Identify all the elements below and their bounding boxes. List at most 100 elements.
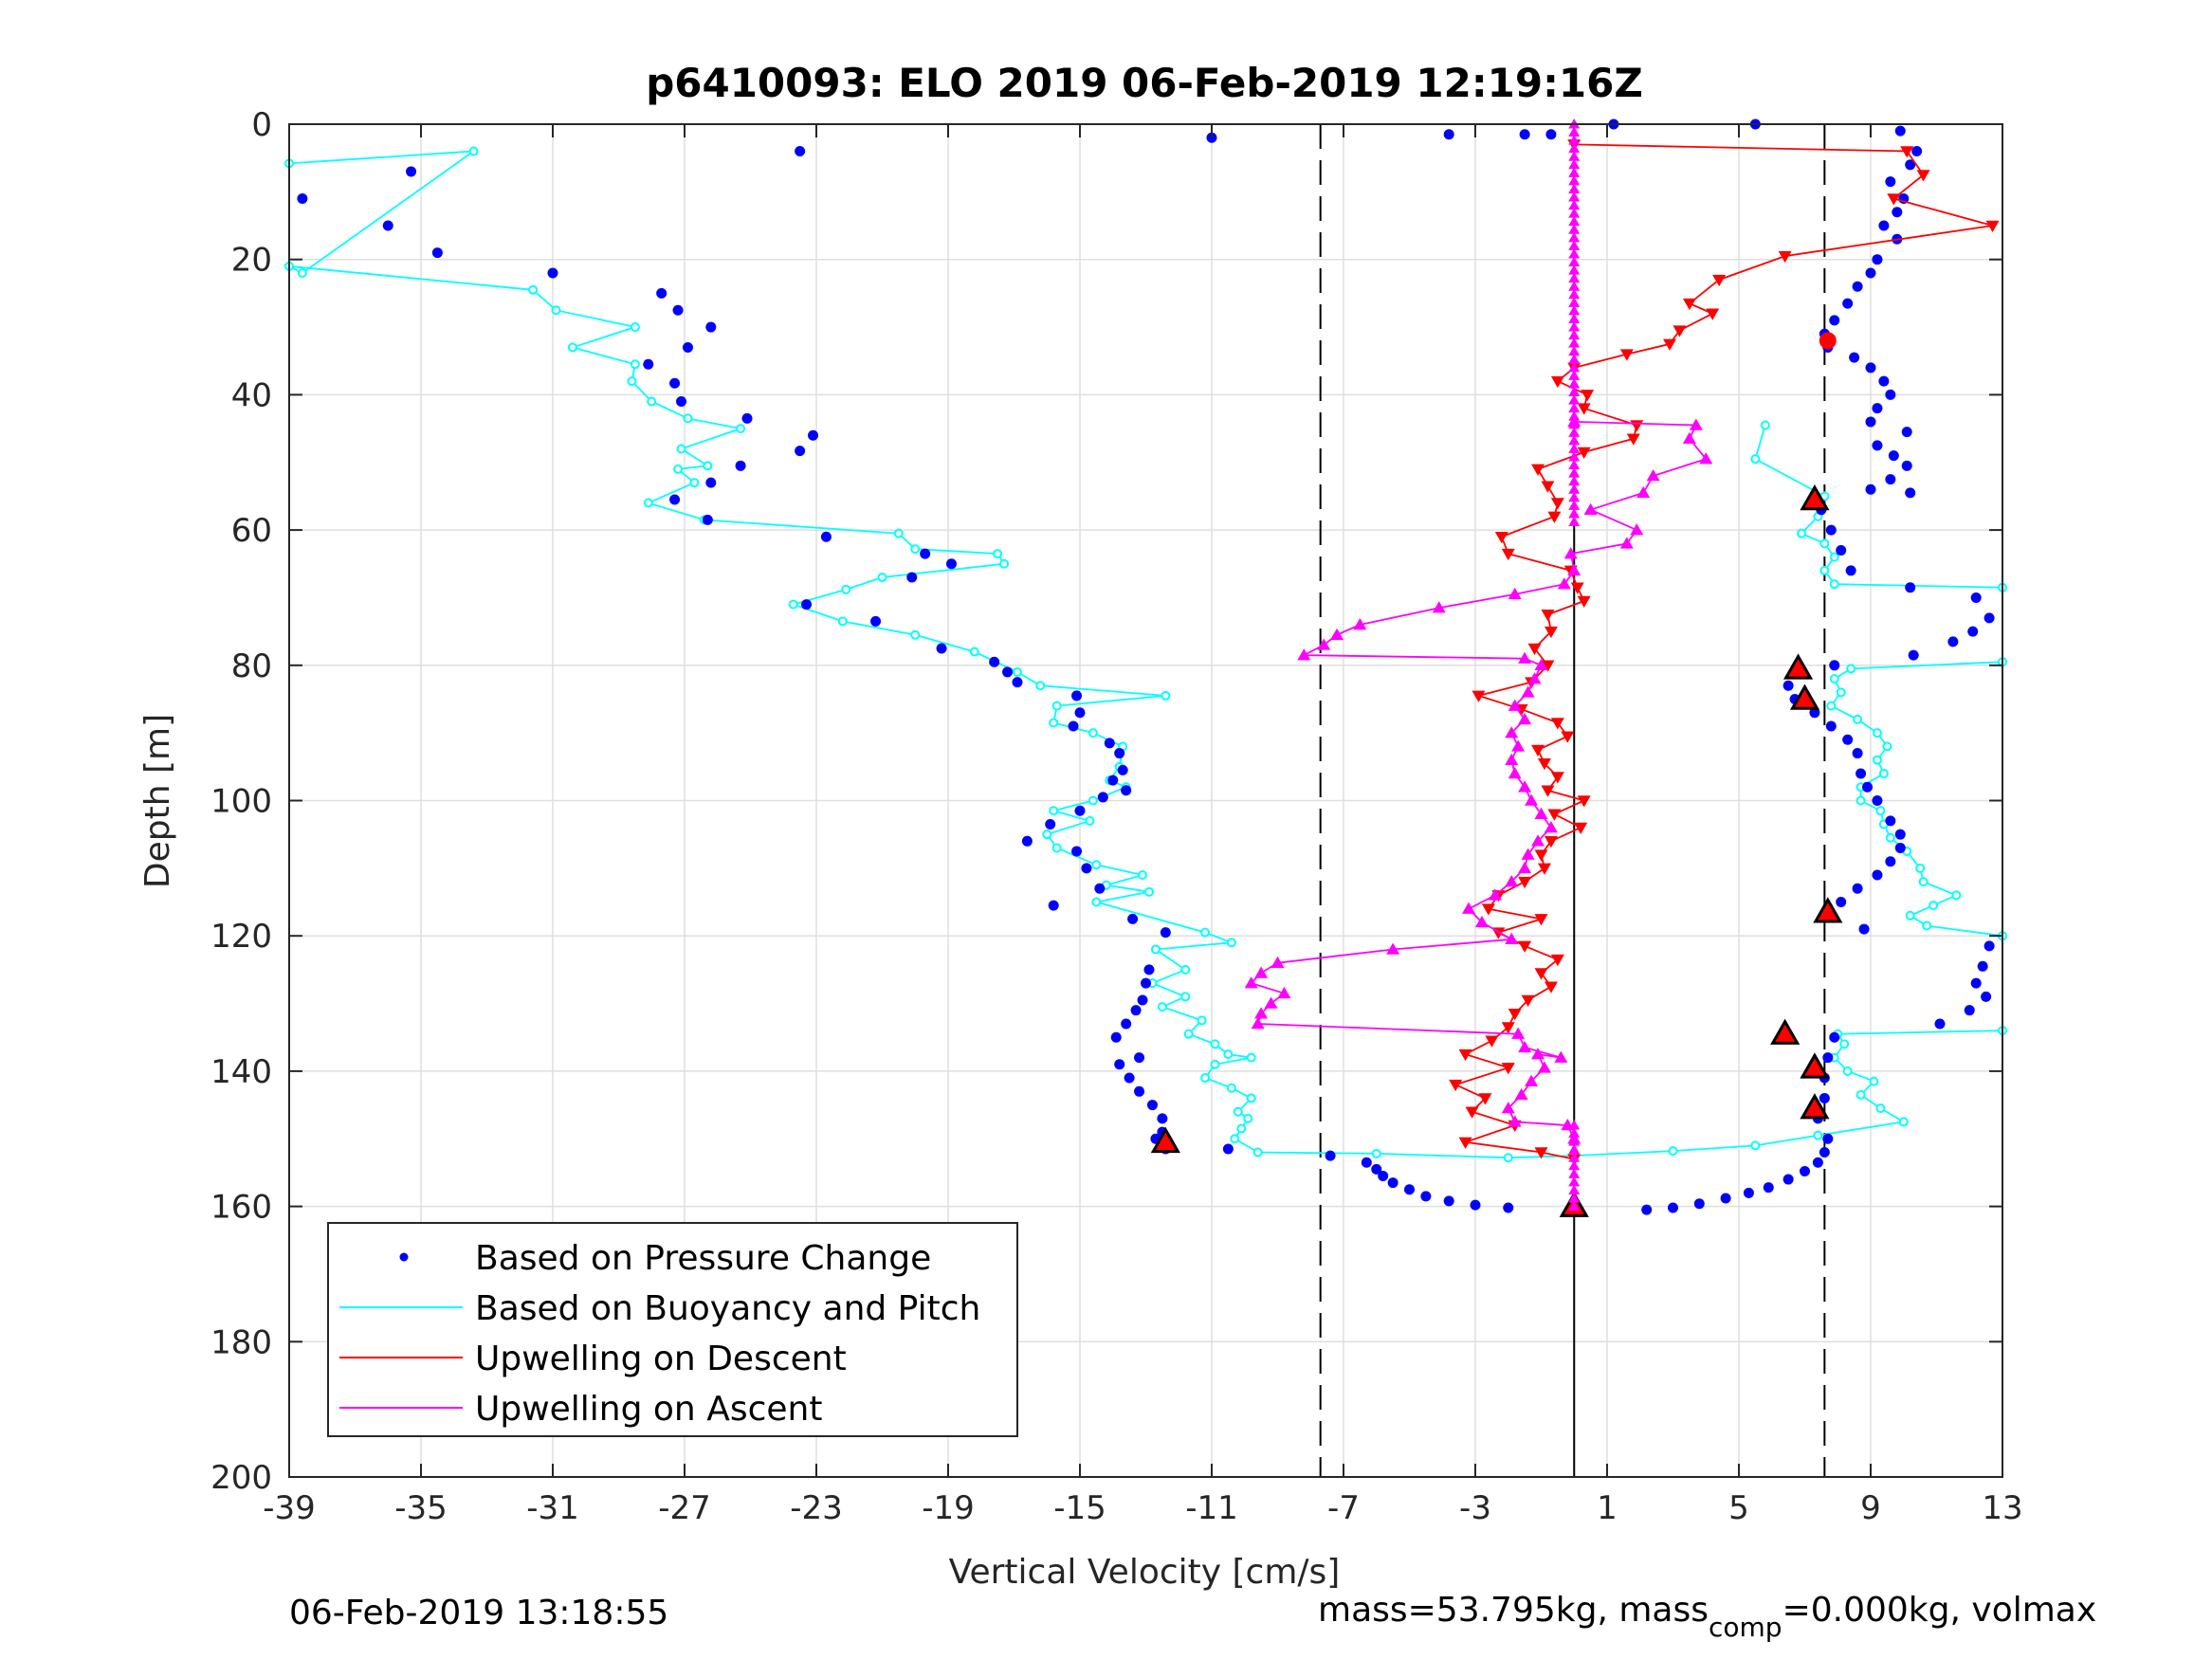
- y-axis: 0 20 40 60 80 100 120 140 160 180 200: [210, 106, 2002, 1497]
- pressure-point: [1021, 835, 1033, 847]
- ascent-zero-point: [1568, 224, 1581, 234]
- pressure-point: [1862, 781, 1874, 793]
- pressure-point: [808, 429, 819, 441]
- series-4: [1150, 483, 1843, 1217]
- ascent-zero-point: [1568, 321, 1581, 332]
- y-tick-label: 200: [210, 1459, 272, 1497]
- event-marker: [1813, 897, 1843, 923]
- buoyancy-point: [1905, 910, 1915, 921]
- x-tick-label: -31: [526, 1489, 579, 1527]
- buoyancy-point: [1819, 538, 1830, 549]
- pressure-point: [1872, 254, 1883, 265]
- ascent-zero-point: [1568, 467, 1581, 478]
- pressure-point: [906, 572, 918, 583]
- ascent-point: [1488, 888, 1502, 901]
- pressure-point: [1885, 389, 1896, 400]
- ascent-point: [1518, 780, 1532, 793]
- pressure-point: [1905, 487, 1916, 499]
- buoyancy-point: [1035, 681, 1046, 691]
- buoyancy-point: [1918, 877, 1929, 887]
- pressure-point: [1143, 964, 1155, 975]
- pressure-point: [1114, 1059, 1125, 1070]
- ascent-point: [1636, 485, 1651, 499]
- pressure-point: [1908, 649, 1919, 661]
- ascent-point: [1511, 739, 1526, 752]
- pressure-point: [1325, 1150, 1336, 1161]
- buoyancy-point: [1853, 714, 1863, 724]
- descent-point: [1541, 610, 1555, 622]
- pressure-point: [1443, 129, 1454, 140]
- buoyancy-point: [297, 267, 307, 278]
- descent-point: [1534, 914, 1548, 926]
- descent-point: [1541, 785, 1555, 797]
- pressure-point: [1157, 1113, 1168, 1124]
- footer-mass-info: mass=53.795kg, masscomp=0.000kg, volmax: [1318, 1591, 2096, 1643]
- ascent-point: [1264, 996, 1278, 1009]
- ascent-zero-point: [1568, 1184, 1581, 1194]
- ascent-point: [1646, 469, 1660, 482]
- descent-point: [1494, 531, 1508, 544]
- buoyancy-point: [1371, 1148, 1381, 1158]
- ascent-point: [1544, 821, 1558, 833]
- descent-point: [1472, 690, 1486, 702]
- ascent-zero-point: [1568, 329, 1581, 340]
- ascent-point: [1557, 577, 1571, 590]
- buoyancy-point: [1183, 1029, 1194, 1039]
- pressure-point: [1885, 815, 1896, 827]
- ascent-zero-point: [1568, 297, 1581, 307]
- buoyancy-point: [1951, 890, 1962, 901]
- ascent-zero-point: [1568, 451, 1581, 462]
- buoyancy-point: [1829, 552, 1839, 562]
- descent-point: [1778, 250, 1792, 264]
- ascent-zero-point: [1568, 507, 1581, 519]
- buoyancy-point: [1049, 806, 1059, 816]
- buoyancy-point: [1051, 701, 1062, 711]
- pressure-point: [1470, 1199, 1481, 1211]
- descent-point: [1521, 994, 1535, 1007]
- buoyancy-point: [910, 629, 921, 640]
- descent-point: [1887, 193, 1901, 206]
- pressure-point: [702, 514, 713, 525]
- ascent-point: [1505, 875, 1519, 887]
- buoyancy-point: [1846, 664, 1856, 674]
- x-tick-label: -23: [790, 1489, 843, 1527]
- pressure-point: [1800, 1165, 1810, 1176]
- ascent-zero-point: [1568, 167, 1581, 177]
- ascent-point: [1521, 685, 1535, 698]
- legend-label: Based on Buoyancy and Pitch: [475, 1289, 980, 1328]
- descent-point: [1534, 849, 1548, 862]
- footer-mass-prefix: mass=53.795kg, mass: [1318, 1591, 1709, 1630]
- pressure-point: [682, 341, 693, 353]
- series-line: [288, 150, 2003, 1159]
- pressure-point: [547, 267, 558, 279]
- y-tick-label: 60: [231, 512, 272, 550]
- x-axis: -39 -35 -31 -27 -23 -19 -15 -11 -7 -3 1 5 9 13: [263, 124, 2023, 1527]
- pressure-point: [741, 412, 753, 424]
- ascent-zero-point: [1568, 1200, 1581, 1212]
- buoyancy-point: [1750, 1140, 1761, 1151]
- buoyancy-point: [551, 305, 561, 316]
- pressure-point: [1809, 707, 1820, 719]
- descent-point: [1544, 836, 1558, 848]
- descent-point: [1527, 643, 1542, 655]
- pressure-point: [1878, 375, 1890, 387]
- pressure-point: [672, 304, 684, 316]
- pressure-point: [1819, 1147, 1830, 1158]
- ascent-zero-point: [1568, 386, 1581, 397]
- series-1: [284, 146, 2007, 1163]
- buoyancy-point: [1246, 1093, 1256, 1103]
- pressure-point: [1849, 352, 1860, 363]
- pressure-point: [1117, 764, 1128, 775]
- buoyancy-point: [1875, 806, 1886, 816]
- ascent-point: [1474, 915, 1489, 928]
- descent-point: [1577, 447, 1591, 460]
- pressure-point: [431, 247, 443, 259]
- pressure-point: [1865, 362, 1876, 374]
- ascent-point: [1583, 502, 1598, 515]
- descent-point: [1465, 1106, 1479, 1119]
- series-3: [1244, 414, 1713, 1212]
- ascent-zero-point: [1568, 434, 1581, 446]
- descent-point: [1501, 1063, 1515, 1075]
- event-marker: [1800, 1052, 1830, 1079]
- x-tick-label: -27: [658, 1489, 711, 1527]
